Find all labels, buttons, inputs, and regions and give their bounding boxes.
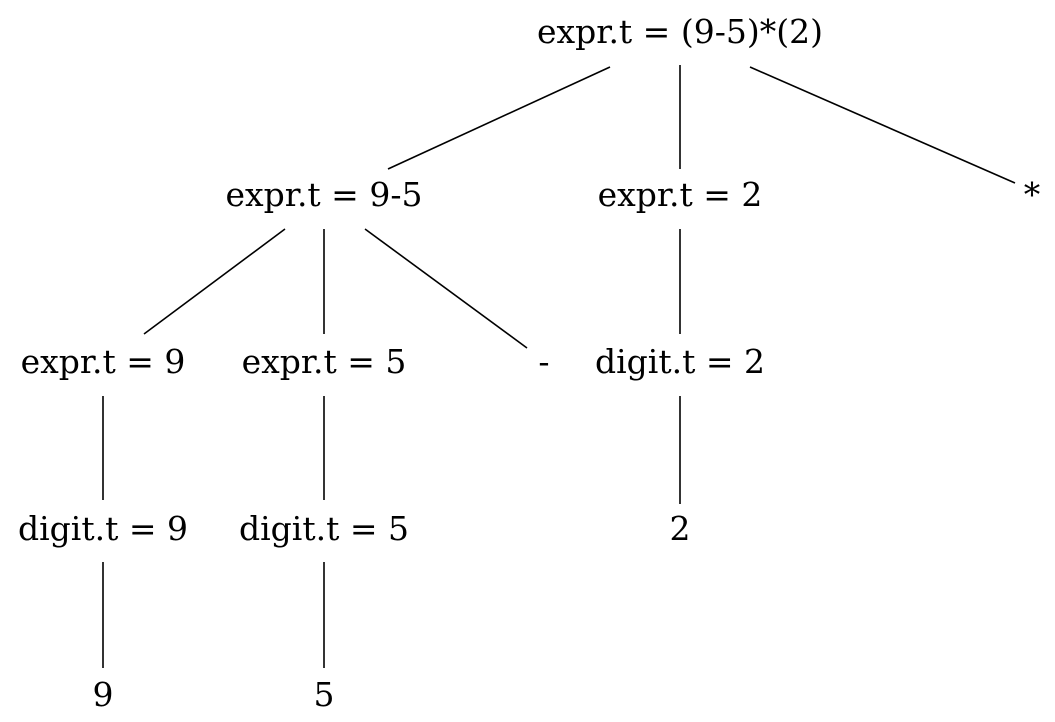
node-star: * [1024, 175, 1041, 214]
node-root: expr.t = (9-5)*(2) [537, 12, 823, 51]
node-leaf-9: 9 [93, 675, 114, 714]
node-expr-9: expr.t = 9 [21, 342, 186, 381]
node-leaf-5: 5 [314, 675, 335, 714]
node-expr-5: expr.t = 5 [242, 342, 407, 381]
node-digit-5: digit.t = 5 [239, 509, 409, 548]
edge-root-to-star [750, 67, 1015, 183]
node-digit-9: digit.t = 9 [18, 509, 188, 548]
edge-expr-9-5-to-expr-9 [144, 229, 285, 334]
node-expr-2: expr.t = 2 [598, 175, 763, 214]
node-digit-2: digit.t = 2 [595, 342, 765, 381]
node-leaf-2: 2 [670, 509, 691, 548]
edge-root-to-expr-9-5 [388, 67, 610, 169]
edge-expr-9-5-to-minus [365, 229, 527, 348]
node-expr-9-5: expr.t = 9-5 [226, 175, 423, 214]
node-minus: - [538, 342, 549, 381]
